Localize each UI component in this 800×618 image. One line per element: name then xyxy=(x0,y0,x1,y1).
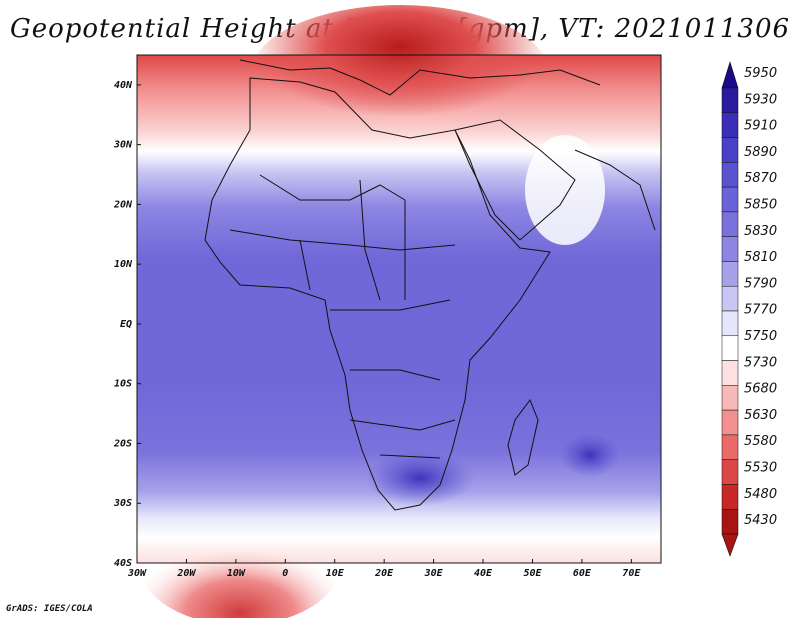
colorbar-cell xyxy=(721,236,739,262)
lon-tick-label: 30W xyxy=(127,568,147,579)
lon-tick-label: 30E xyxy=(424,568,444,579)
colorbar-cell xyxy=(721,310,739,337)
colorbar-level-label: 5830 xyxy=(744,224,777,239)
high-center-south-africa xyxy=(365,450,475,506)
colorbar-cell xyxy=(721,508,739,535)
colorbar-level-label: 5810 xyxy=(744,250,777,265)
lat-tick-label: 40S xyxy=(114,558,132,569)
colorbar-cell xyxy=(721,484,739,510)
colorbar: 5950 5930 5910 5890 5870 5850 5830 5810 5790 5770… xyxy=(721,60,777,557)
lat-tick-label: 40N xyxy=(114,80,133,91)
colorbar-cell xyxy=(721,385,739,411)
credit-text: GrADS: IGES/COLA xyxy=(6,604,93,614)
colorbar-cell xyxy=(721,112,739,138)
colorbar-cell xyxy=(721,261,739,287)
colorbar-level-label: 5730 xyxy=(744,355,777,370)
lat-tick-label: 30N xyxy=(113,140,133,151)
colorbar-level-label: 5850 xyxy=(744,198,777,213)
trough-south-atlantic xyxy=(140,505,340,618)
colorbar-level-label: 5770 xyxy=(744,303,777,318)
lon-tick-label: 40E xyxy=(474,568,493,579)
plot-area xyxy=(136,5,662,618)
lat-tick-label: 30S xyxy=(113,498,132,509)
colorbar-level-label: 5530 xyxy=(744,461,777,476)
colorbar-cell xyxy=(721,335,739,361)
colorbar-cell xyxy=(721,285,739,312)
lon-tick-label: 10E xyxy=(326,568,345,579)
colorbar-top-arrow xyxy=(721,60,739,89)
coastlines xyxy=(204,59,656,511)
lat-tick-label: 20N xyxy=(113,199,133,210)
plot-frame xyxy=(136,54,662,564)
colorbar-level-label: 5910 xyxy=(744,119,777,134)
arabia-outline xyxy=(454,119,576,241)
lon-tick-label: 50E xyxy=(523,568,542,579)
latitude-axis: 40N 30N 20N 10N EQ 10S 20S 30S 40S xyxy=(113,80,141,569)
lat-tick-label: 10N xyxy=(114,259,133,270)
colorbar-cell xyxy=(721,162,739,188)
border-central xyxy=(299,179,451,311)
colorbar-bottom-arrow xyxy=(721,533,739,557)
border-south xyxy=(349,369,456,459)
ridge-arabia xyxy=(525,135,605,245)
colorbar-cell xyxy=(721,211,739,237)
iran-india-coast xyxy=(574,149,656,231)
high-center-mediterranean xyxy=(250,5,550,145)
colorbar-cell xyxy=(721,137,739,163)
lon-tick-label: 70E xyxy=(622,568,641,579)
lat-tick-label: EQ xyxy=(120,319,132,330)
lon-tick-label: 10W xyxy=(227,568,246,579)
colorbar-level-label: 5630 xyxy=(744,408,777,423)
colorbar-level-label: 5580 xyxy=(744,434,777,449)
colorbar-level-label: 5790 xyxy=(744,276,777,291)
colorbar-cell xyxy=(721,459,739,485)
madagascar-outline xyxy=(507,398,539,476)
colorbar-level-label: 5890 xyxy=(744,145,777,160)
lon-tick-label: 20W xyxy=(176,568,196,579)
colorbar-level-label: 5750 xyxy=(744,329,777,344)
colorbar-cell xyxy=(721,87,739,114)
lon-tick-label: 0 xyxy=(282,568,288,579)
colorbar-cell xyxy=(721,360,739,386)
colorbar-level-label: 5950 xyxy=(744,66,777,81)
colorbar-cell xyxy=(721,186,739,213)
colorbar-cell xyxy=(721,409,739,436)
lon-tick-label: 20E xyxy=(374,568,394,579)
colorbar-level-label: 5480 xyxy=(744,487,777,502)
colorbar-level-label: 5430 xyxy=(744,513,777,528)
lat-tick-label: 10S xyxy=(114,379,132,390)
colorbar-cell xyxy=(721,434,739,460)
border-sahara xyxy=(259,174,406,201)
colorbar-level-label: 5680 xyxy=(744,382,777,397)
high-center-indian-ocean xyxy=(560,433,620,477)
longitude-axis: 30W 20W 10W 0 10E 20E 30E 40E 50E 60E 70E xyxy=(127,559,641,579)
lat-tick-label: 20S xyxy=(113,438,132,449)
colorbar-level-label: 5870 xyxy=(744,171,777,186)
lon-tick-label: 60E xyxy=(573,568,592,579)
colorbar-level-label: 5930 xyxy=(744,92,777,107)
europe-coast xyxy=(239,59,601,96)
border-sahel xyxy=(229,229,456,251)
